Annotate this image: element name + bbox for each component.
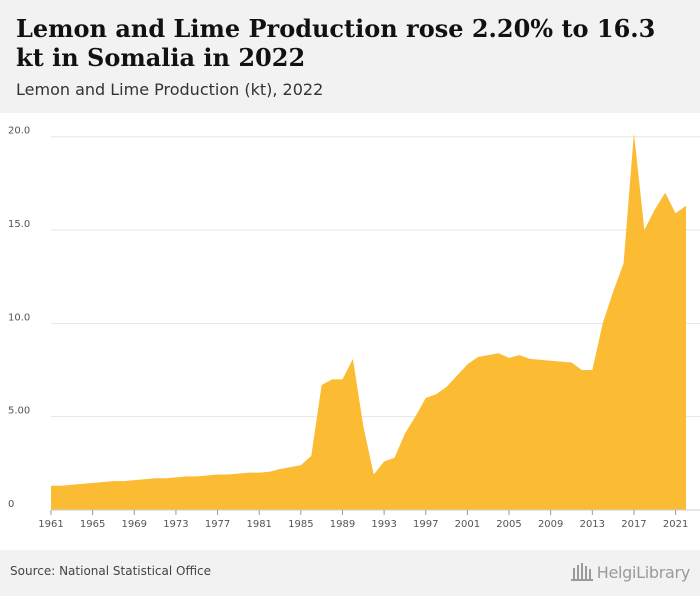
x-tick-label: 2017 bbox=[621, 519, 646, 530]
x-tick-label: 1993 bbox=[371, 519, 396, 530]
series-layer bbox=[51, 133, 686, 510]
source-note: Source: National Statistical Office bbox=[10, 564, 212, 578]
y-tick-label: 5.00 bbox=[8, 406, 30, 417]
brand-logo[interactable]: HelgiLibrary bbox=[570, 560, 691, 584]
x-tick-label: 1997 bbox=[413, 519, 438, 530]
x-tick-label: 1981 bbox=[246, 519, 271, 530]
x-tick-label: 2013 bbox=[580, 519, 605, 530]
y-tick-label: 0 bbox=[8, 499, 14, 510]
x-tick-label: 1965 bbox=[80, 519, 105, 530]
x-tick-label: 2021 bbox=[663, 519, 688, 530]
x-tick-label: 1973 bbox=[163, 519, 188, 530]
chart-title: Lemon and Lime Production rose 2.20% to … bbox=[16, 14, 656, 72]
header: Lemon and Lime Production rose 2.20% to … bbox=[0, 0, 700, 113]
library-building-icon bbox=[570, 563, 593, 581]
x-tick-label: 1977 bbox=[205, 519, 230, 530]
x-tick-label: 2009 bbox=[538, 519, 563, 530]
x-tick-label: 1961 bbox=[38, 519, 63, 530]
y-axis-tick-labels: 0 5.00 10.0 15.0 20.0 bbox=[8, 126, 30, 510]
y-tick-label: 20.0 bbox=[8, 126, 30, 137]
series-area bbox=[51, 133, 686, 510]
x-tick-label: 1989 bbox=[330, 519, 355, 530]
y-tick-label: 15.0 bbox=[8, 219, 30, 230]
x-tick-label: 1969 bbox=[122, 519, 147, 530]
logo-text: HelgiLibrary bbox=[596, 562, 691, 582]
x-tick-label: 1985 bbox=[288, 519, 313, 530]
x-tick-label: 2001 bbox=[455, 519, 480, 530]
footer: Source: National Statistical Office Helg… bbox=[0, 550, 700, 596]
chart-subtitle: Lemon and Lime Production (kt), 2022 bbox=[16, 80, 324, 99]
x-tick-label: 2005 bbox=[496, 519, 521, 530]
y-tick-label: 10.0 bbox=[8, 312, 30, 323]
x-axis-tick-labels: 1961 1965 1969 1973 1977 1981 1985 1989 1993 1997… bbox=[38, 509, 700, 530]
